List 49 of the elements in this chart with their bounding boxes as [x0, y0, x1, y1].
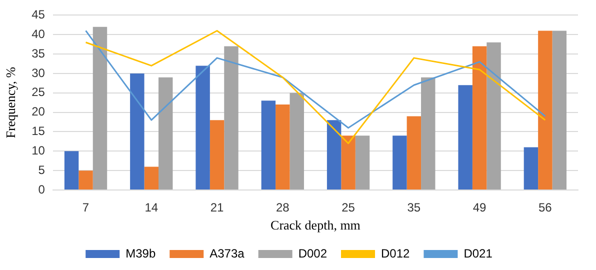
- bar: [458, 85, 472, 190]
- bar: [158, 77, 173, 190]
- legend-label: D021: [464, 246, 493, 260]
- bar: [144, 166, 159, 190]
- bar: [276, 104, 290, 190]
- y-tick-label: 35: [32, 46, 46, 60]
- y-axis-title: Frequency, %: [3, 66, 18, 138]
- bar: [406, 116, 422, 190]
- bar: [261, 100, 276, 190]
- bar: [210, 120, 224, 190]
- y-tick-label: 30: [32, 66, 46, 80]
- bar: [130, 73, 144, 190]
- legend-label: D002: [298, 246, 328, 260]
- x-tick-label: 35: [407, 200, 421, 215]
- bar: [421, 77, 436, 190]
- x-tick-label: 7: [82, 200, 90, 215]
- bar: [392, 136, 407, 190]
- x-tick-label: 21: [210, 200, 224, 215]
- bar: [341, 136, 356, 190]
- y-tick-label: 0: [38, 182, 46, 196]
- y-tick-label: 10: [32, 143, 46, 158]
- x-axis-title: Crack depth, mm: [270, 218, 360, 233]
- bar: [486, 42, 501, 190]
- y-tick-label: 20: [32, 104, 46, 119]
- y-tick-label: 5: [38, 162, 46, 177]
- x-tick-label: 14: [144, 200, 158, 215]
- bar: [78, 170, 93, 190]
- bar: [538, 30, 552, 190]
- legend-label: A373a: [210, 246, 245, 260]
- bar: [472, 46, 487, 190]
- bar: [326, 120, 342, 190]
- x-tick-label: 56: [538, 200, 552, 215]
- bar: [64, 151, 79, 190]
- y-tick-label: 45: [32, 8, 46, 22]
- bar: [552, 30, 567, 190]
- bar: [290, 92, 304, 190]
- x-tick-label: 25: [342, 200, 356, 215]
- bar: [196, 66, 210, 190]
- y-tick-label: 25: [32, 85, 46, 100]
- x-tick-label: 49: [472, 200, 487, 215]
- legend-label: M39b: [126, 246, 156, 260]
- y-tick-label: 15: [32, 124, 46, 138]
- bar: [92, 26, 108, 190]
- bar: [224, 46, 238, 190]
- bar: [524, 147, 538, 190]
- legend-label: D012: [381, 246, 410, 260]
- x-tick-label: 28: [276, 200, 290, 215]
- y-tick-label: 40: [32, 26, 46, 41]
- bar: [355, 136, 370, 190]
